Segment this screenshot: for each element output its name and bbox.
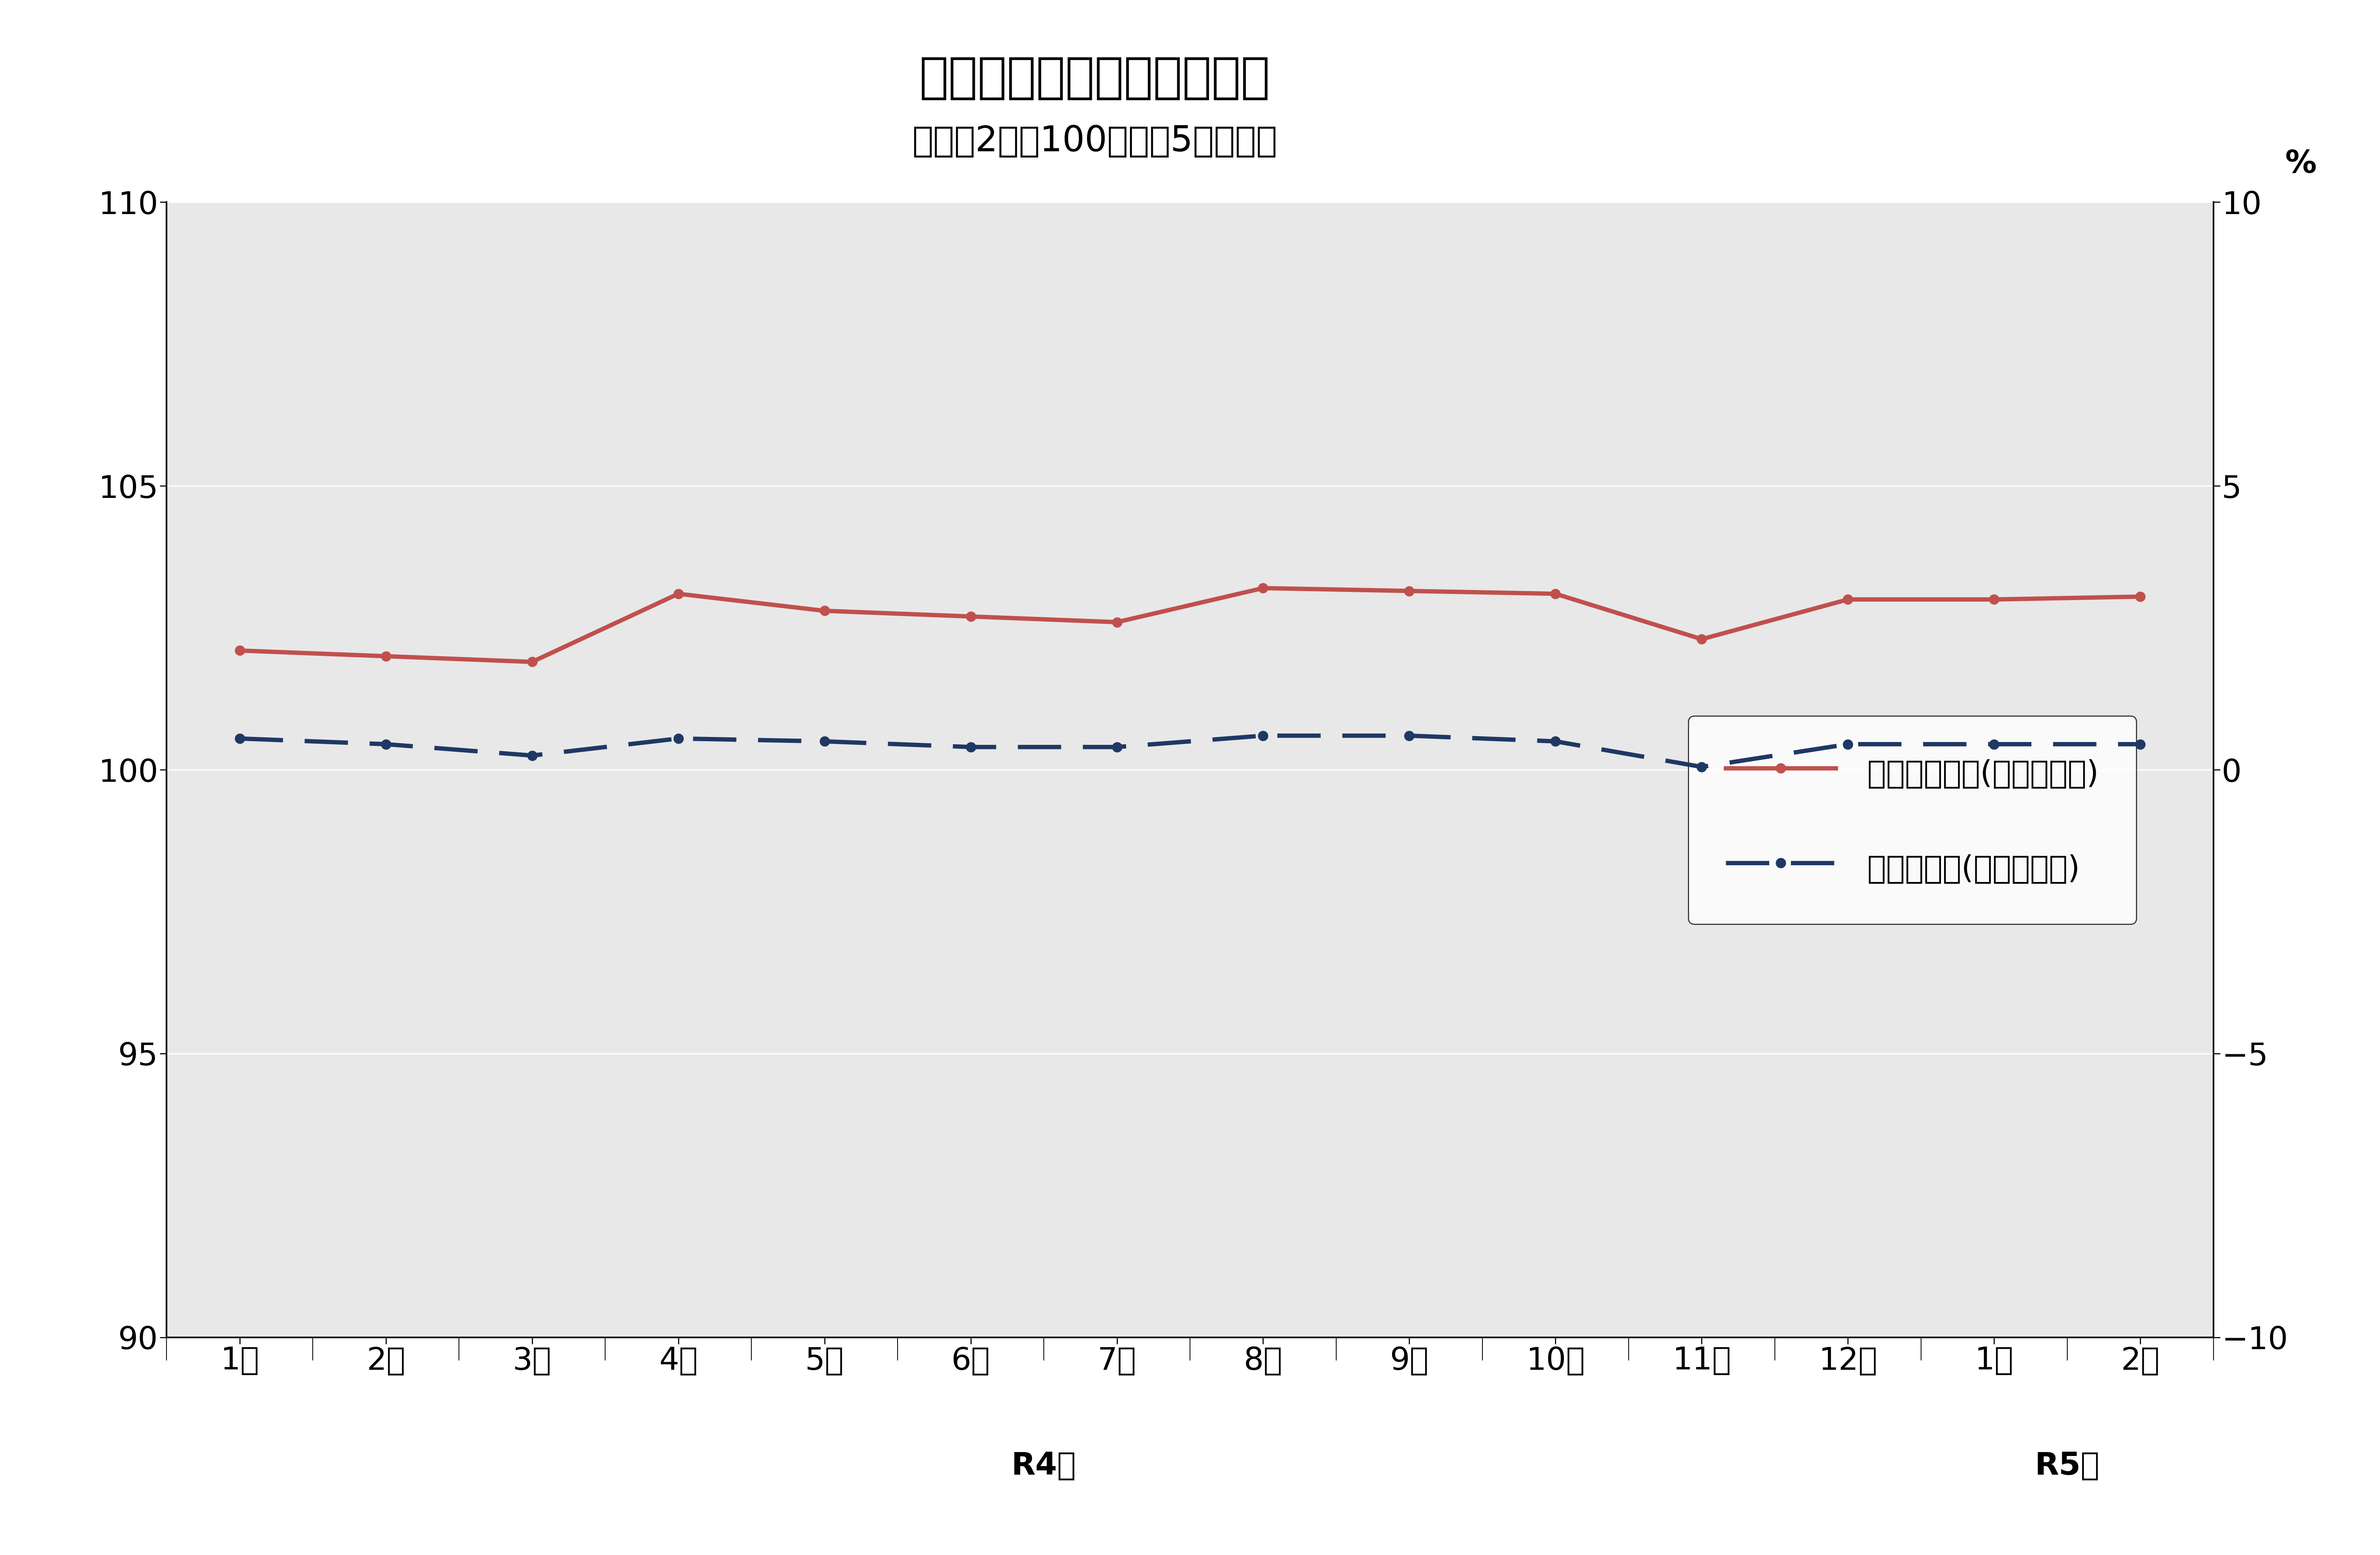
Text: R5年: R5年: [2035, 1451, 2099, 1482]
Text: %: %: [2285, 149, 2316, 179]
Text: R4年: R4年: [1011, 1451, 1076, 1482]
Legend: 常用雇用指数(調査産業計), 調査産業計(前年同月比): 常用雇用指数(調査産業計), 調査産業計(前年同月比): [1687, 715, 2137, 924]
Text: （令和2年＝100、規模5人以上）: （令和2年＝100、規模5人以上）: [912, 124, 1278, 159]
Text: 常用雇用指数、前年同月比: 常用雇用指数、前年同月比: [919, 54, 1271, 101]
